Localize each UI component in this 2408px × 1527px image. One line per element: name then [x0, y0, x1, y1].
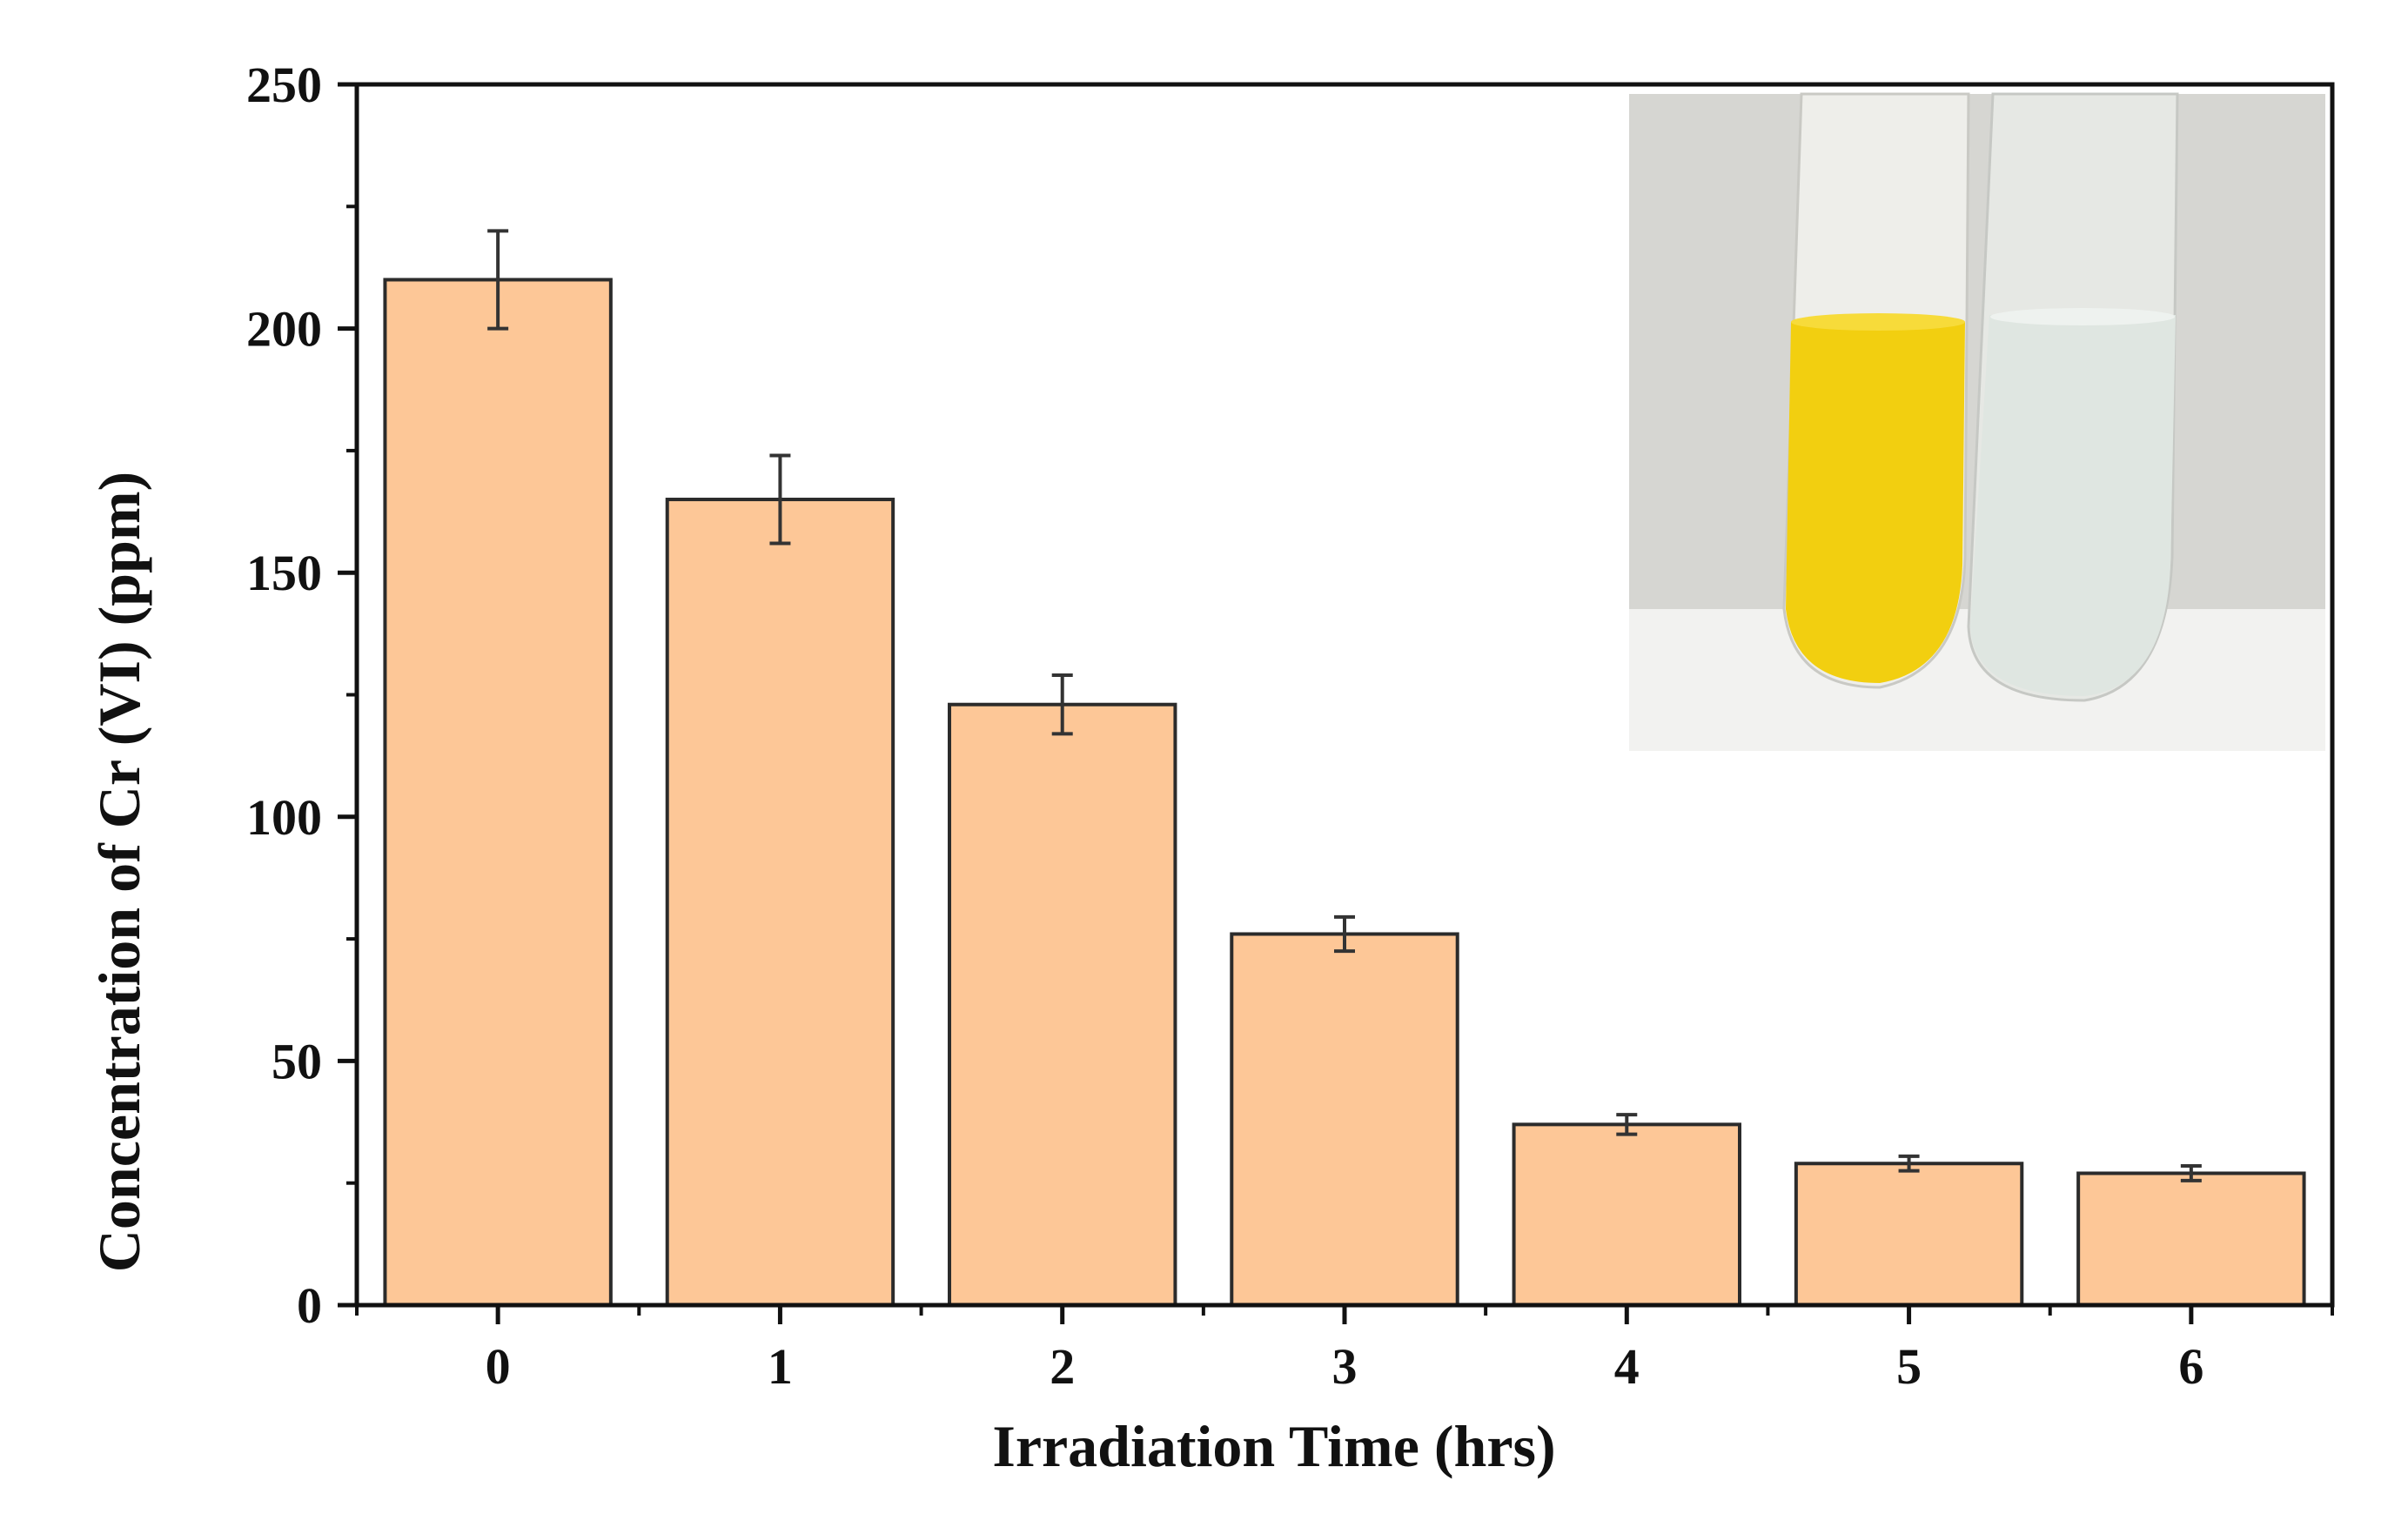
bar-3 — [1230, 932, 1459, 1308]
x-tick-label-6: 6 — [2178, 1338, 2203, 1395]
y-tick-label-100: 100 — [246, 789, 322, 846]
bar-1 — [665, 498, 895, 1307]
y-tick-label-50: 50 — [272, 1033, 322, 1089]
y-axis-title: Concentration of Cr (VI) (ppm) — [86, 472, 152, 1272]
liquid-clear-surface — [1990, 308, 2175, 325]
x-axis-title: Irradiation Time (hrs) — [992, 1413, 1555, 1479]
y-tick-label-200: 200 — [246, 301, 322, 358]
liquid-yellow-surface — [1791, 313, 1965, 331]
y-tick-label-150: 150 — [246, 545, 322, 601]
x-tick-label-3: 3 — [1332, 1338, 1358, 1395]
bar-4 — [1512, 1122, 1741, 1307]
liquid-yellow — [1786, 322, 1965, 683]
y-tick-label-0: 0 — [297, 1277, 322, 1334]
x-tick-label-1: 1 — [768, 1338, 793, 1395]
bar-0 — [383, 278, 613, 1308]
y-tick-label-250: 250 — [246, 57, 322, 113]
x-tick-label-0: 0 — [486, 1338, 511, 1395]
liquid-clear — [1970, 315, 2176, 696]
bar-6 — [2076, 1171, 2306, 1307]
x-tick-label-2: 2 — [1050, 1338, 1075, 1395]
bar-5 — [1794, 1162, 2024, 1307]
x-tick-label-4: 4 — [1614, 1338, 1640, 1395]
x-tick-label-5: 5 — [1896, 1338, 1922, 1395]
inset-photo-test-tubes — [1629, 92, 2325, 751]
bar-2 — [948, 702, 1177, 1307]
